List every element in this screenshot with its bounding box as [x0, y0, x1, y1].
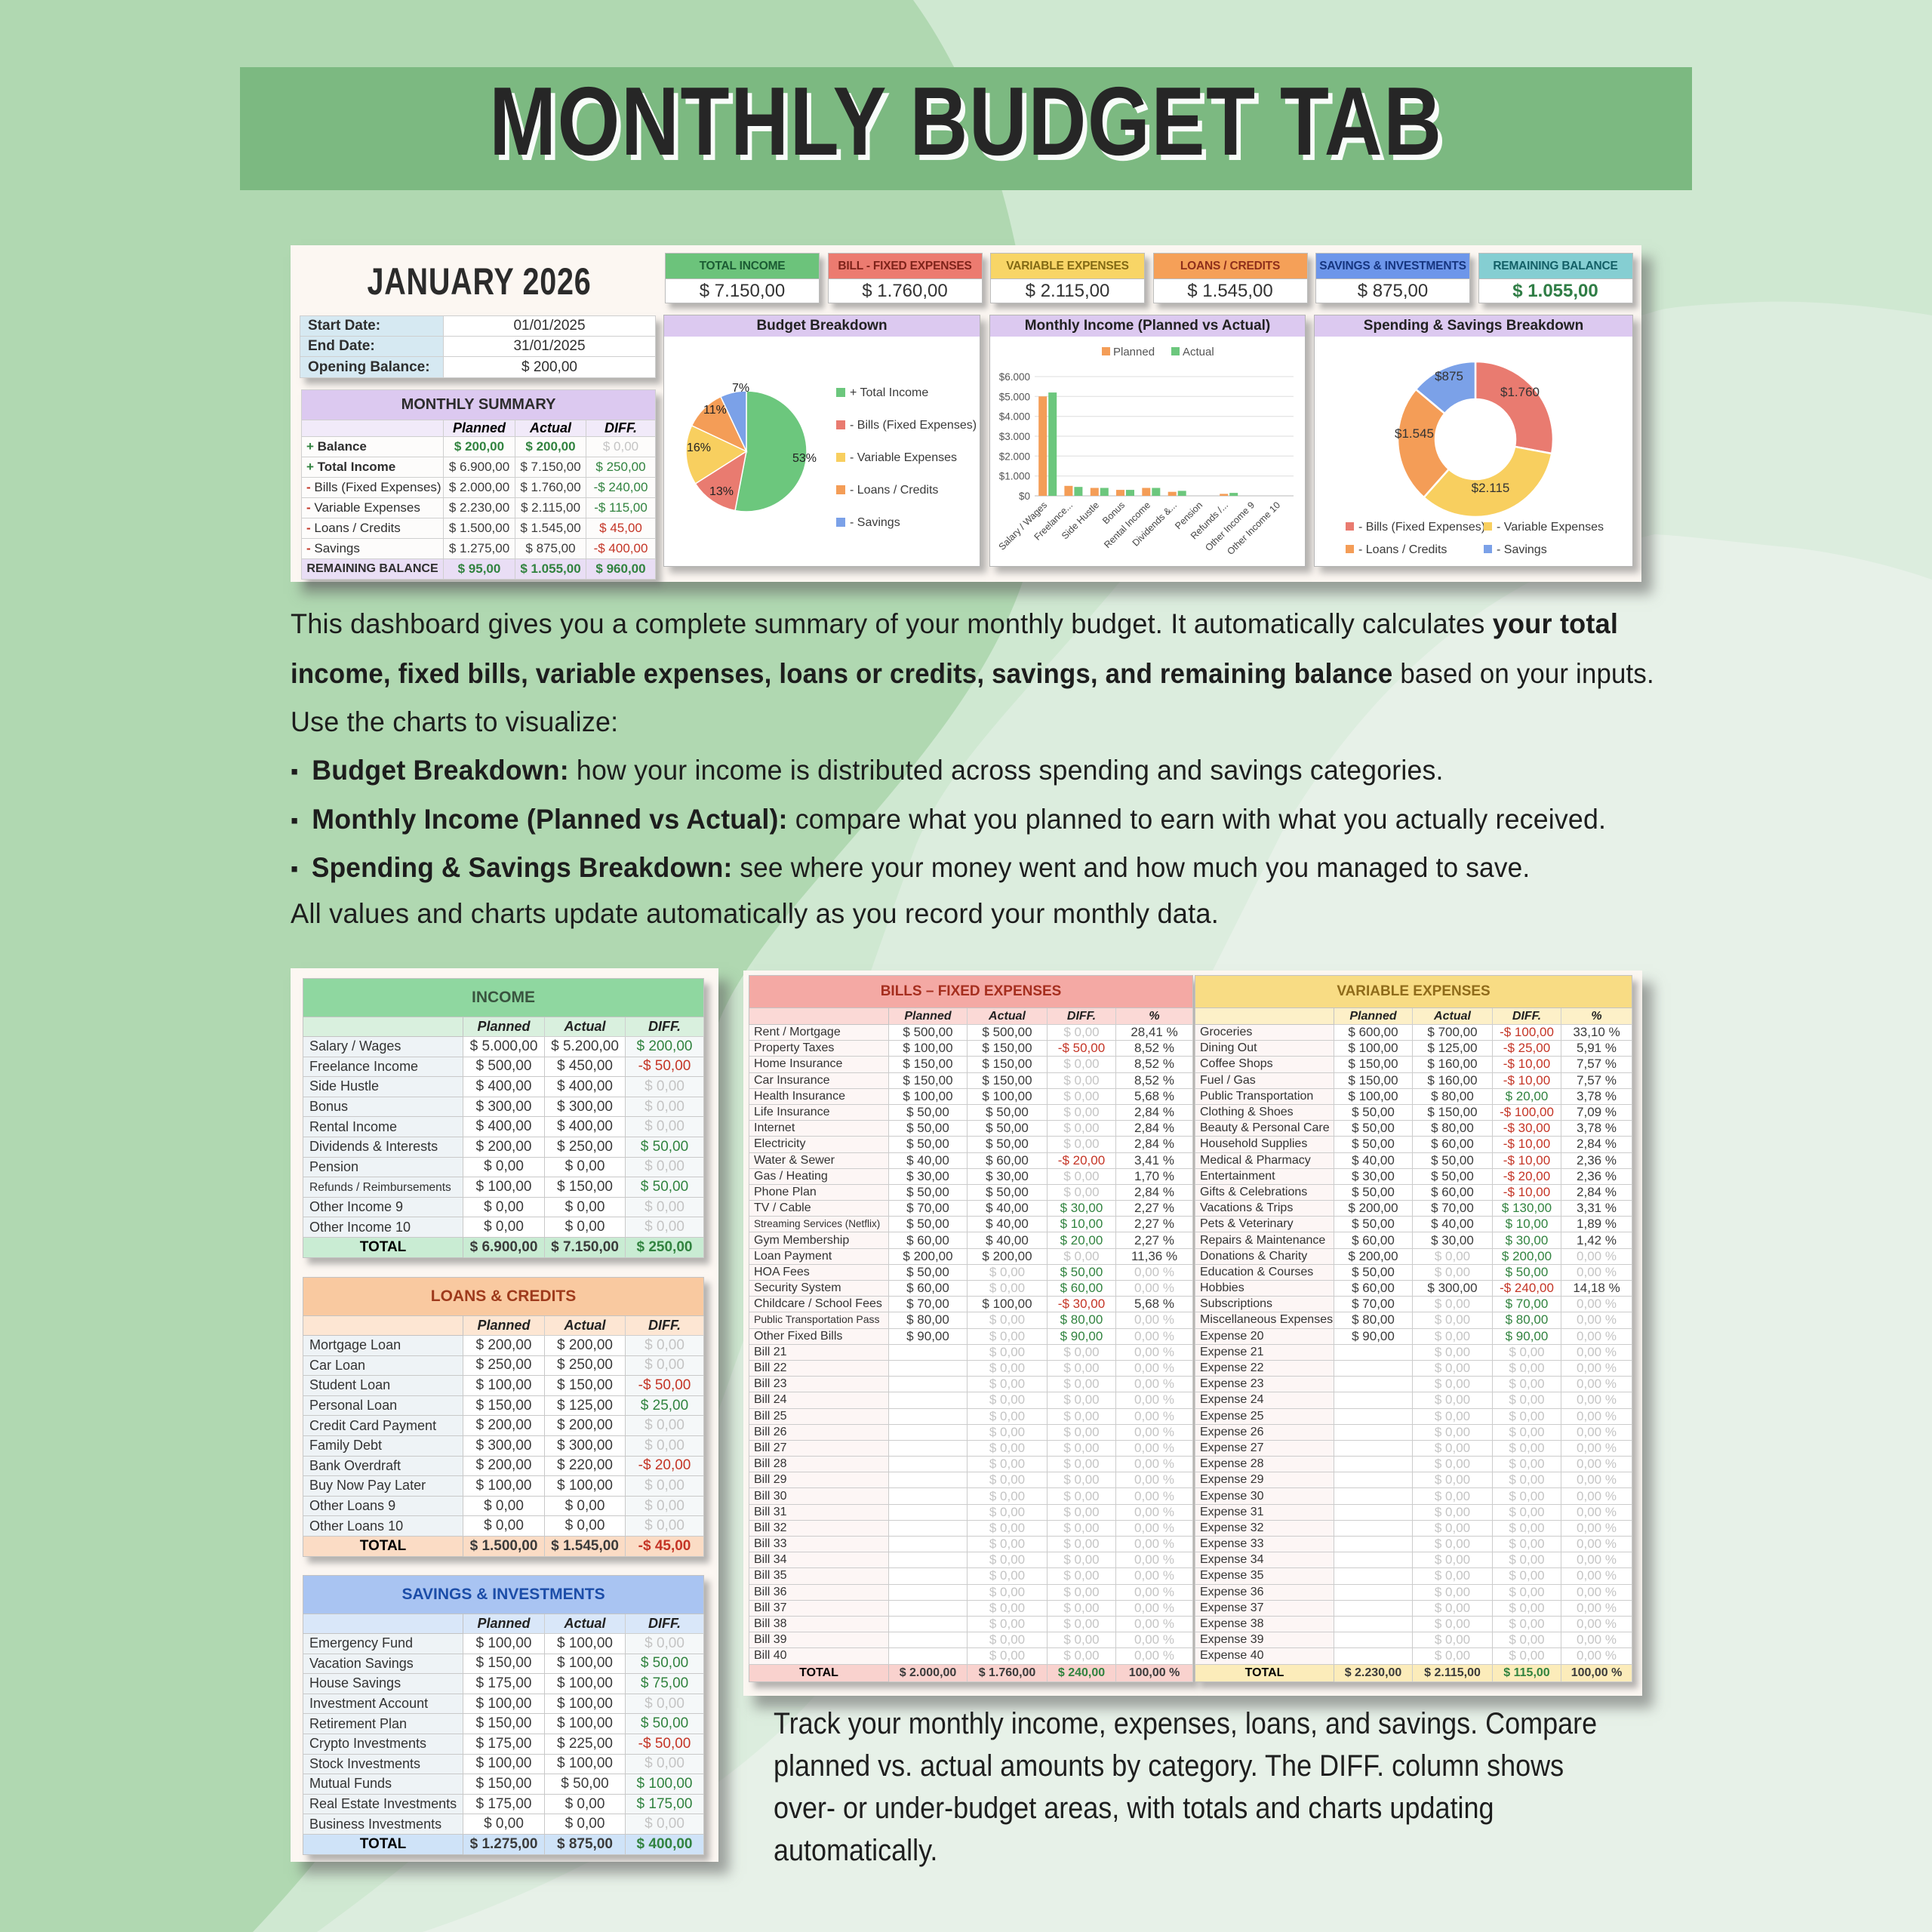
svg-text:$2.000: $2.000 — [999, 451, 1030, 462]
svg-text:- Savings: - Savings — [850, 516, 900, 529]
svg-text:Actual: Actual — [1183, 346, 1214, 358]
svg-text:$2.115: $2.115 — [1472, 481, 1510, 495]
svg-text:$1.545: $1.545 — [1395, 426, 1434, 441]
svg-text:- Loans / Credits: - Loans / Credits — [1358, 543, 1447, 556]
svg-text:$875: $875 — [1435, 369, 1463, 383]
svg-text:53%: 53% — [792, 452, 817, 465]
svg-text:- Loans / Credits: - Loans / Credits — [850, 484, 938, 497]
svg-text:Planned: Planned — [1113, 346, 1155, 358]
svg-text:$1.000: $1.000 — [999, 471, 1030, 482]
svg-text:- Variable Expenses: - Variable Expenses — [1497, 521, 1604, 534]
svg-text:$5.000: $5.000 — [999, 391, 1030, 402]
svg-text:$0: $0 — [1019, 491, 1030, 502]
svg-text:7%: 7% — [732, 382, 749, 395]
svg-text:- Bills (Fixed Expenses): - Bills (Fixed Expenses) — [850, 419, 977, 432]
svg-text:13%: 13% — [709, 485, 734, 498]
svg-text:$3.000: $3.000 — [999, 431, 1030, 442]
svg-text:$1.760: $1.760 — [1500, 385, 1540, 399]
svg-text:+ Total Income: + Total Income — [850, 386, 928, 399]
svg-text:- Variable Expenses: - Variable Expenses — [850, 451, 957, 464]
svg-text:Rental Income: Rental Income — [1102, 500, 1152, 550]
svg-text:- Bills (Fixed Expenses): - Bills (Fixed Expenses) — [1358, 521, 1485, 534]
svg-text:$4.000: $4.000 — [999, 411, 1030, 423]
svg-text:11%: 11% — [703, 404, 727, 417]
svg-text:16%: 16% — [687, 441, 711, 454]
svg-text:- Savings: - Savings — [1497, 543, 1547, 556]
svg-text:$6.000: $6.000 — [999, 371, 1030, 383]
